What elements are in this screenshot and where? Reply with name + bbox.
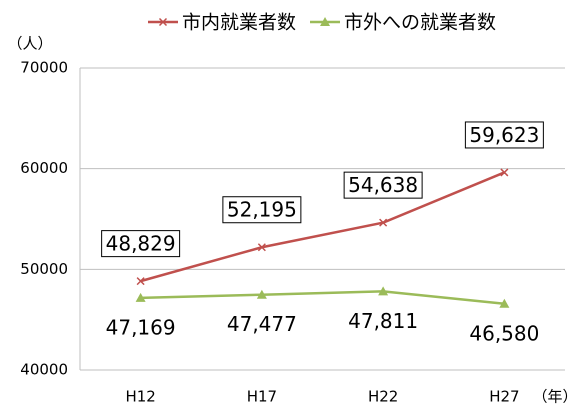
marker bbox=[158, 17, 168, 27]
marker bbox=[257, 243, 266, 252]
y-tick-label: 50000 bbox=[20, 260, 68, 278]
label-box bbox=[101, 230, 181, 258]
marker bbox=[320, 17, 331, 26]
x-tick-label: H27 bbox=[489, 388, 519, 406]
marker bbox=[379, 218, 388, 227]
label-box bbox=[222, 196, 302, 224]
data-label: 47,169 bbox=[106, 315, 176, 339]
label-box bbox=[343, 171, 423, 199]
marker bbox=[136, 277, 145, 286]
data-label: 46,580 bbox=[469, 321, 539, 345]
marker bbox=[378, 286, 389, 296]
data-label: 54,638 bbox=[348, 173, 418, 197]
x-tick-label: H12 bbox=[125, 388, 155, 406]
y-tick-label: 60000 bbox=[20, 159, 68, 177]
marker bbox=[500, 168, 509, 177]
marker bbox=[256, 289, 267, 299]
data-label: 47,477 bbox=[227, 312, 297, 336]
y-unit: （人） bbox=[7, 35, 52, 53]
legend-label: 市外への就業者数 bbox=[344, 12, 496, 34]
marker bbox=[499, 298, 510, 308]
x-unit: （年） bbox=[532, 388, 577, 406]
y-tick-label: 40000 bbox=[20, 361, 68, 379]
x-tick-label: H22 bbox=[368, 388, 398, 406]
line bbox=[140, 171, 505, 283]
label-box bbox=[464, 121, 544, 149]
x-tick-label: H17 bbox=[247, 388, 277, 406]
legend-label: 市内就業者数 bbox=[182, 12, 296, 34]
marker bbox=[135, 292, 146, 302]
data-label: 52,195 bbox=[227, 198, 297, 222]
y-tick-label: 70000 bbox=[20, 59, 68, 77]
data-label: 47,811 bbox=[348, 309, 418, 333]
line bbox=[140, 290, 505, 306]
data-label: 59,623 bbox=[469, 123, 539, 147]
data-label: 48,829 bbox=[106, 232, 176, 256]
